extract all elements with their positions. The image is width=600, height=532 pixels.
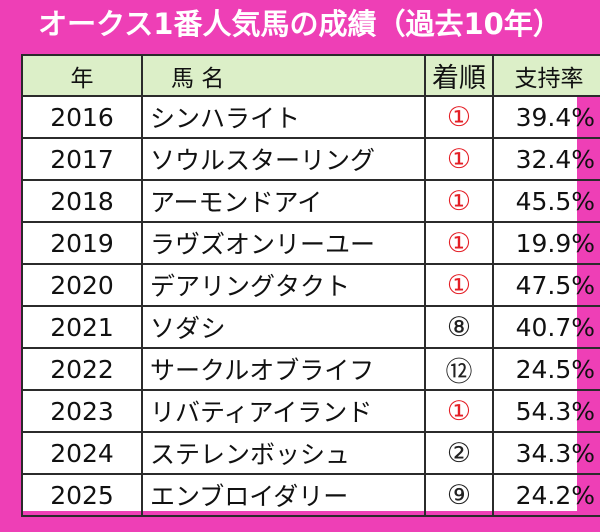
row-finish: ①	[424, 137, 494, 181]
row-horse-name: デアリングタクト	[141, 263, 426, 307]
row-support-rate: 47.5%	[492, 263, 600, 307]
results-table-container: 年 馬 名 着順 支持率 2016 シンハライト ① 39.4% 2017 ソウ…	[21, 54, 600, 517]
row-year: 2017	[21, 137, 143, 181]
row-horse-name: アーモンドアイ	[141, 179, 426, 223]
row-finish: ②	[424, 431, 494, 475]
row-horse-name: ラヴズオンリーユー	[141, 221, 426, 265]
row-finish: ①	[424, 179, 494, 223]
row-year: 2021	[21, 305, 143, 349]
row-year: 2020	[21, 263, 143, 307]
row-finish: ①	[424, 389, 494, 433]
row-support-rate: 40.7%	[492, 305, 600, 349]
results-table: 年 馬 名 着順 支持率 2016 シンハライト ① 39.4% 2017 ソウ…	[21, 54, 600, 517]
row-horse-name: ステレンボッシュ	[141, 431, 426, 475]
table-row: 2019 ラヴズオンリーユー ① 19.9%	[21, 221, 600, 265]
row-horse-name: リバティアイランド	[141, 389, 426, 433]
row-year: 2024	[21, 431, 143, 475]
row-horse-name: エンブロイダリー	[141, 473, 426, 517]
table-row: 2025 エンブロイダリー ⑨ 24.2%	[21, 473, 600, 517]
row-support-rate: 39.4%	[492, 95, 600, 139]
row-year: 2016	[21, 95, 143, 139]
table-row: 2021 ソダシ ⑧ 40.7%	[21, 305, 600, 349]
row-support-rate: 34.3%	[492, 431, 600, 475]
table-row: 2017 ソウルスターリング ① 32.4%	[21, 137, 600, 181]
row-year: 2023	[21, 389, 143, 433]
header-horse-name: 馬 名	[141, 54, 426, 97]
header-year: 年	[21, 54, 143, 97]
row-year: 2022	[21, 347, 143, 391]
row-finish: ⑧	[424, 305, 494, 349]
header-support-rate: 支持率	[492, 54, 600, 97]
row-finish: ①	[424, 263, 494, 307]
row-year: 2019	[21, 221, 143, 265]
row-finish: ⑫	[424, 347, 494, 391]
row-support-rate: 54.3%	[492, 389, 600, 433]
row-finish: ①	[424, 95, 494, 139]
row-support-rate: 24.2%	[492, 473, 600, 517]
table-row: 2016 シンハライト ① 39.4%	[21, 95, 600, 139]
page-title: オークス1番人気馬の成績（過去10年）	[38, 7, 562, 41]
table-row: 2024 ステレンボッシュ ② 34.3%	[21, 431, 600, 475]
row-year: 2025	[21, 473, 143, 517]
row-finish: ⑨	[424, 473, 494, 517]
table-row: 2023 リバティアイランド ① 54.3%	[21, 389, 600, 433]
row-support-rate: 45.5%	[492, 179, 600, 223]
row-support-rate: 19.9%	[492, 221, 600, 265]
table-row: 2022 サークルオブライフ ⑫ 24.5%	[21, 347, 600, 391]
header-finish: 着順	[424, 54, 494, 97]
table-header-row: 年 馬 名 着順 支持率	[21, 54, 600, 97]
row-support-rate: 32.4%	[492, 137, 600, 181]
table-row: 2018 アーモンドアイ ① 45.5%	[21, 179, 600, 223]
row-horse-name: ソダシ	[141, 305, 426, 349]
row-horse-name: シンハライト	[141, 95, 426, 139]
row-horse-name: サークルオブライフ	[141, 347, 426, 391]
table-body: 2016 シンハライト ① 39.4% 2017 ソウルスターリング ① 32.…	[21, 95, 600, 517]
table-row: 2020 デアリングタクト ① 47.5%	[21, 263, 600, 307]
row-horse-name: ソウルスターリング	[141, 137, 426, 181]
row-finish: ①	[424, 221, 494, 265]
row-year: 2018	[21, 179, 143, 223]
row-support-rate: 24.5%	[492, 347, 600, 391]
